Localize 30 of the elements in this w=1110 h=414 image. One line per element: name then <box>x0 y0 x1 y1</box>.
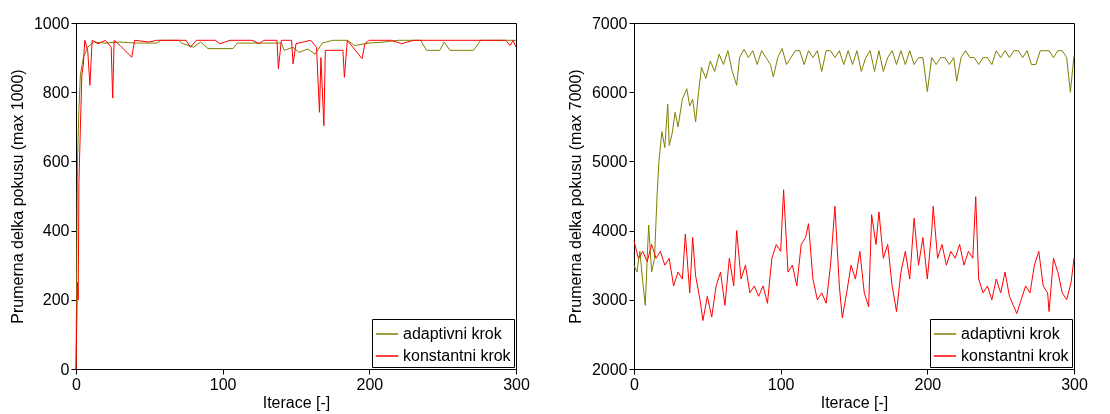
y-tick-label: 3000 <box>591 291 628 309</box>
y-tick-label: 800 <box>42 83 70 101</box>
y-tick-label: 600 <box>42 152 70 170</box>
y-tick-label: 5000 <box>591 152 628 170</box>
y-tick-label: 7000 <box>591 14 628 32</box>
legend-label: adaptivni krok <box>403 325 503 342</box>
legend-label: konstantni krok <box>403 347 512 364</box>
y-tick-label: 2000 <box>591 360 628 378</box>
line-series <box>633 189 1075 322</box>
x-tick-label: 0 <box>72 375 82 393</box>
y-tick-label: 200 <box>42 291 70 309</box>
x-axis-title: Iterace [-] <box>262 393 331 411</box>
y-tick-label: 6000 <box>591 83 628 101</box>
x-tick-label: 200 <box>914 375 942 393</box>
y-axis-title: Prumerna delka pokusu (max 1000) <box>8 69 26 324</box>
legend-label: konstantni krok <box>961 347 1070 364</box>
x-tick-label: 300 <box>503 375 530 393</box>
x-tick-label: 100 <box>767 375 795 393</box>
x-tick-label: 300 <box>1061 375 1088 393</box>
legend-label: adaptivni krok <box>961 325 1061 342</box>
y-tick-label: 4000 <box>591 222 628 240</box>
x-tick-label: 200 <box>356 375 384 393</box>
y-tick-label: 0 <box>60 360 70 378</box>
x-tick-label: 0 <box>630 375 640 393</box>
x-axis-title: Iterace [-] <box>820 393 889 411</box>
y-tick-label: 400 <box>42 222 70 240</box>
y-tick-label: 1000 <box>33 14 70 32</box>
y-axis-title: Prumerna delka pokusu (max 7000) <box>566 69 584 324</box>
x-tick-label: 100 <box>209 375 237 393</box>
line-series <box>633 48 1075 306</box>
